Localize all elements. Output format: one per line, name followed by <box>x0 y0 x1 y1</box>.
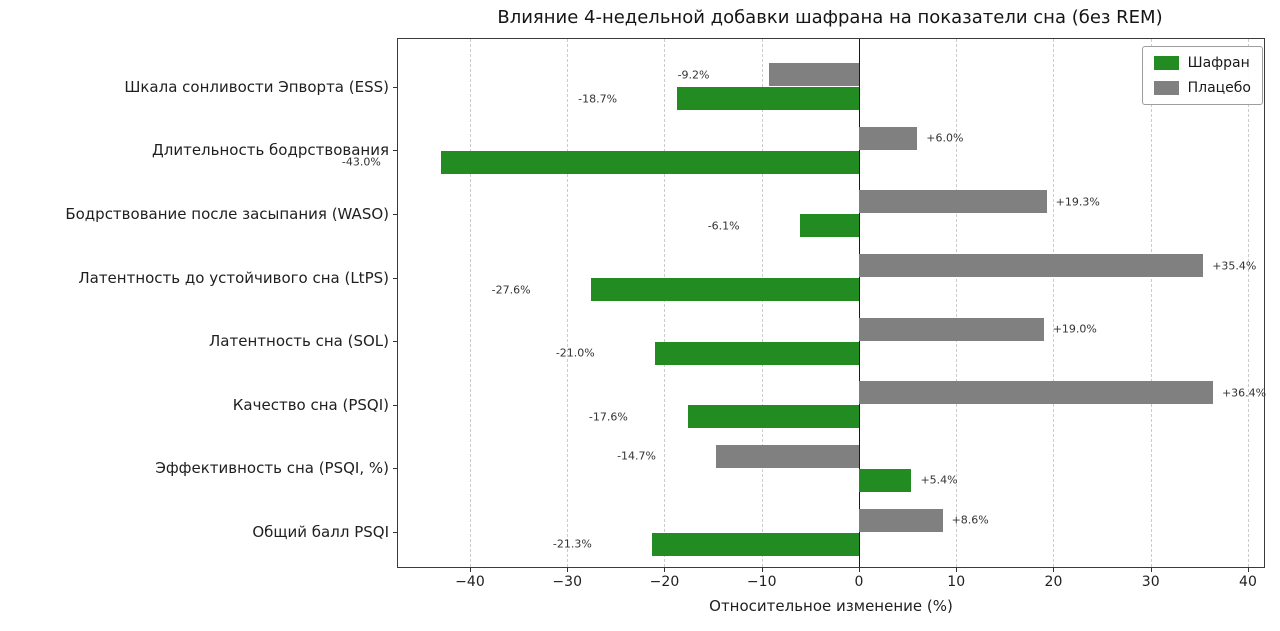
x-tick-mark <box>1150 568 1152 572</box>
bar-value-label: -21.3% <box>552 537 592 551</box>
bar-placebo <box>858 317 1044 341</box>
bar-placebo <box>858 381 1213 405</box>
saffron-swatch-icon <box>1153 56 1179 70</box>
bar-value-label: +35.4% <box>1212 259 1257 273</box>
x-tick-label: −40 <box>455 574 485 590</box>
bar-placebo <box>858 190 1047 214</box>
gridline <box>1150 39 1152 567</box>
bar-value-label: -18.7% <box>578 92 618 106</box>
y-tick-label: Бодрствование после засыпания (WASO) <box>65 204 389 223</box>
y-tick-label: Латентность до устойчивого сна (LtPS) <box>78 268 389 287</box>
bar-value-label: -17.6% <box>588 410 628 424</box>
bar-value-label: -43.0% <box>341 155 381 169</box>
x-tick-mark <box>761 568 763 572</box>
bar-placebo <box>858 254 1204 278</box>
x-tick-mark <box>1247 568 1249 572</box>
y-tick-mark <box>393 86 397 88</box>
gridline <box>469 39 471 567</box>
gridline <box>956 39 958 567</box>
y-tick-label: Эффективность сна (PSQI, %) <box>155 459 389 478</box>
x-tick-label: −10 <box>746 574 777 590</box>
gridline <box>567 39 569 567</box>
bar-value-label: +19.3% <box>1055 195 1100 209</box>
zero-line <box>858 39 860 567</box>
bar-saffron <box>677 87 859 111</box>
bar-value-label: -9.2% <box>677 68 710 82</box>
y-tick-mark <box>393 341 397 343</box>
gridline <box>1053 39 1055 567</box>
bar-value-label: +5.4% <box>920 473 958 487</box>
bar-value-label: +6.0% <box>926 131 964 145</box>
x-tick-mark <box>469 568 471 572</box>
y-tick-label: Шкала сонливости Эпворта (ESS) <box>124 77 389 96</box>
bar-placebo <box>716 444 859 468</box>
legend-label-placebo: Плацебо <box>1187 80 1251 96</box>
y-tick-label: Длительность бодрствования <box>152 141 389 160</box>
x-tick-mark <box>664 568 666 572</box>
plot-area: -9.2% -18.7% +6.0% -43.0% +19.3% -6.1% +35.4% -… <box>342 38 1267 568</box>
bar-value-label: +19.0% <box>1052 322 1097 336</box>
x-tick-label: 30 <box>1141 574 1160 590</box>
bar-saffron <box>687 405 859 429</box>
x-tick-label: 10 <box>947 574 966 590</box>
bar-value-label: -6.1% <box>707 219 740 233</box>
bar-placebo <box>858 126 918 150</box>
bar-value-label: +8.6% <box>951 513 989 527</box>
bar-value-label: +36.4% <box>1221 386 1267 400</box>
bar-saffron <box>590 278 859 302</box>
bar-saffron <box>654 341 859 365</box>
gridline <box>664 39 666 567</box>
x-tick-label: 40 <box>1239 574 1257 590</box>
legend-item-placebo: Плацебо <box>1153 80 1251 96</box>
x-tick-label: −30 <box>552 574 582 590</box>
y-tick-mark <box>393 404 397 406</box>
x-axis-label: Относительное изменение (%) <box>709 597 953 615</box>
bar-value-label: -21.0% <box>555 346 595 360</box>
chart-title: Влияние 4-недельной добавки шафрана на п… <box>497 7 1163 28</box>
y-tick-mark <box>393 150 397 152</box>
x-tick-label: 20 <box>1044 574 1063 590</box>
legend-item-saffron: Шафран <box>1153 55 1251 71</box>
y-tick-mark <box>393 468 397 470</box>
bar-placebo <box>858 508 943 532</box>
bar-placebo <box>769 63 859 87</box>
y-tick-mark <box>393 532 397 533</box>
gridline <box>1247 39 1249 567</box>
legend-label-saffron: Шафран <box>1187 55 1250 71</box>
gridline <box>761 39 763 567</box>
x-tick-label: 0 <box>854 574 864 590</box>
y-tick-mark <box>393 277 397 279</box>
bar-value-label: -14.7% <box>617 449 656 463</box>
x-tick-mark <box>567 568 569 572</box>
x-tick-mark <box>956 568 958 572</box>
bar-saffron <box>651 532 859 556</box>
placebo-swatch-icon <box>1153 81 1179 95</box>
x-tick-label: −20 <box>649 574 680 590</box>
x-tick-mark <box>1053 568 1055 572</box>
bar-saffron <box>440 150 859 174</box>
legend: Шафран Плацебо <box>1141 46 1263 105</box>
x-tick-mark <box>858 568 860 572</box>
y-tick-label: Общий балл PSQI <box>252 523 389 541</box>
y-tick-label: Латентность сна (SOL) <box>209 332 389 351</box>
bar-value-label: -27.6% <box>491 283 531 297</box>
y-tick-label: Качество сна (PSQI) <box>232 395 389 414</box>
bar-saffron <box>858 468 912 492</box>
y-tick-mark <box>393 213 397 215</box>
bar-saffron <box>799 214 859 238</box>
